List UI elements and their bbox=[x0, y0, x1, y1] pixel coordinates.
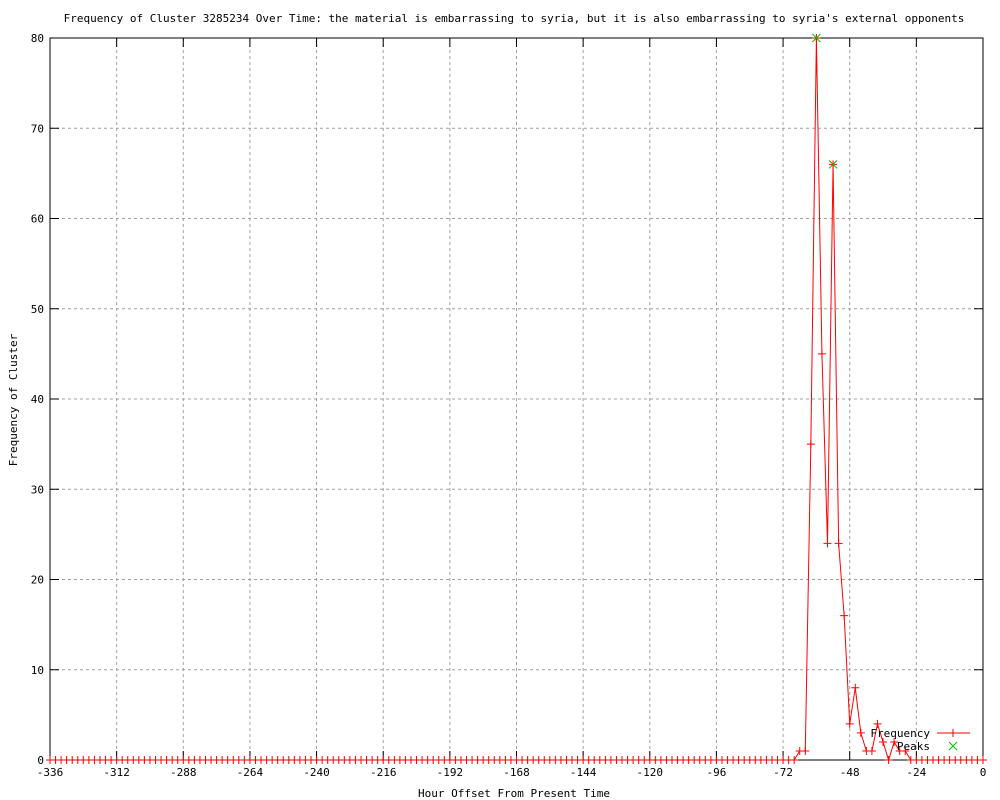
frequency-point bbox=[901, 746, 910, 755]
frequency-point bbox=[890, 737, 899, 746]
x-tick-label: -24 bbox=[906, 766, 926, 779]
frequency-point bbox=[840, 611, 849, 620]
x-tick-label: -48 bbox=[840, 766, 860, 779]
y-tick-label: 10 bbox=[31, 664, 44, 677]
frequency-point bbox=[790, 756, 799, 764]
frequency-point bbox=[867, 746, 876, 755]
x-tick-label: -168 bbox=[503, 766, 530, 779]
x-tick-label: -72 bbox=[773, 766, 793, 779]
frequency-point bbox=[834, 539, 843, 548]
legend: Frequency Peaks bbox=[870, 727, 970, 753]
y-axis-label: Frequency of Cluster bbox=[7, 333, 20, 466]
frequency-point bbox=[806, 440, 815, 449]
grid bbox=[50, 38, 983, 760]
x-tick-label: -288 bbox=[170, 766, 197, 779]
x-tick-label: -312 bbox=[103, 766, 130, 779]
y-tick-label: 40 bbox=[31, 393, 44, 406]
frequency-point bbox=[856, 728, 865, 737]
x-tick-label: 0 bbox=[980, 766, 987, 779]
x-tick-label: -96 bbox=[706, 766, 726, 779]
frequency-point bbox=[879, 737, 888, 746]
y-tick-label: 20 bbox=[31, 574, 44, 587]
frequency-point bbox=[801, 746, 810, 755]
frequency-point bbox=[979, 756, 987, 764]
x-tick-label: -336 bbox=[37, 766, 64, 779]
frequency-point bbox=[845, 719, 854, 728]
y-tick-label: 70 bbox=[31, 122, 44, 135]
frequency-point bbox=[817, 349, 826, 358]
frequency-point bbox=[873, 719, 882, 728]
series bbox=[46, 33, 987, 764]
x-axis-label: Hour Offset From Present Time bbox=[418, 787, 610, 800]
frequency-point bbox=[851, 683, 860, 692]
frequency-point bbox=[823, 539, 832, 548]
x-tick-label: -264 bbox=[237, 766, 264, 779]
legend-peaks-label: Peaks bbox=[897, 740, 930, 753]
x-tick-label: -120 bbox=[637, 766, 664, 779]
x-tick-label: -144 bbox=[570, 766, 597, 779]
peak-point bbox=[828, 159, 838, 169]
y-tick-label: 50 bbox=[31, 303, 44, 316]
legend-peaks-marker bbox=[948, 741, 958, 751]
chart-title: Frequency of Cluster 3285234 Over Time: … bbox=[64, 12, 965, 25]
y-tick-label: 60 bbox=[31, 213, 44, 226]
peak-point bbox=[812, 33, 821, 43]
legend-frequency-marker bbox=[949, 729, 957, 737]
x-tick-label: -216 bbox=[370, 766, 397, 779]
y-tick-label: 0 bbox=[37, 754, 44, 767]
y-tick-label: 80 bbox=[31, 32, 44, 45]
legend-frequency-label: Frequency bbox=[870, 727, 930, 740]
y-tick-label: 30 bbox=[31, 483, 44, 496]
x-tick-label: -240 bbox=[303, 766, 330, 779]
frequency-point bbox=[884, 756, 893, 764]
x-tick-label: -192 bbox=[437, 766, 464, 779]
